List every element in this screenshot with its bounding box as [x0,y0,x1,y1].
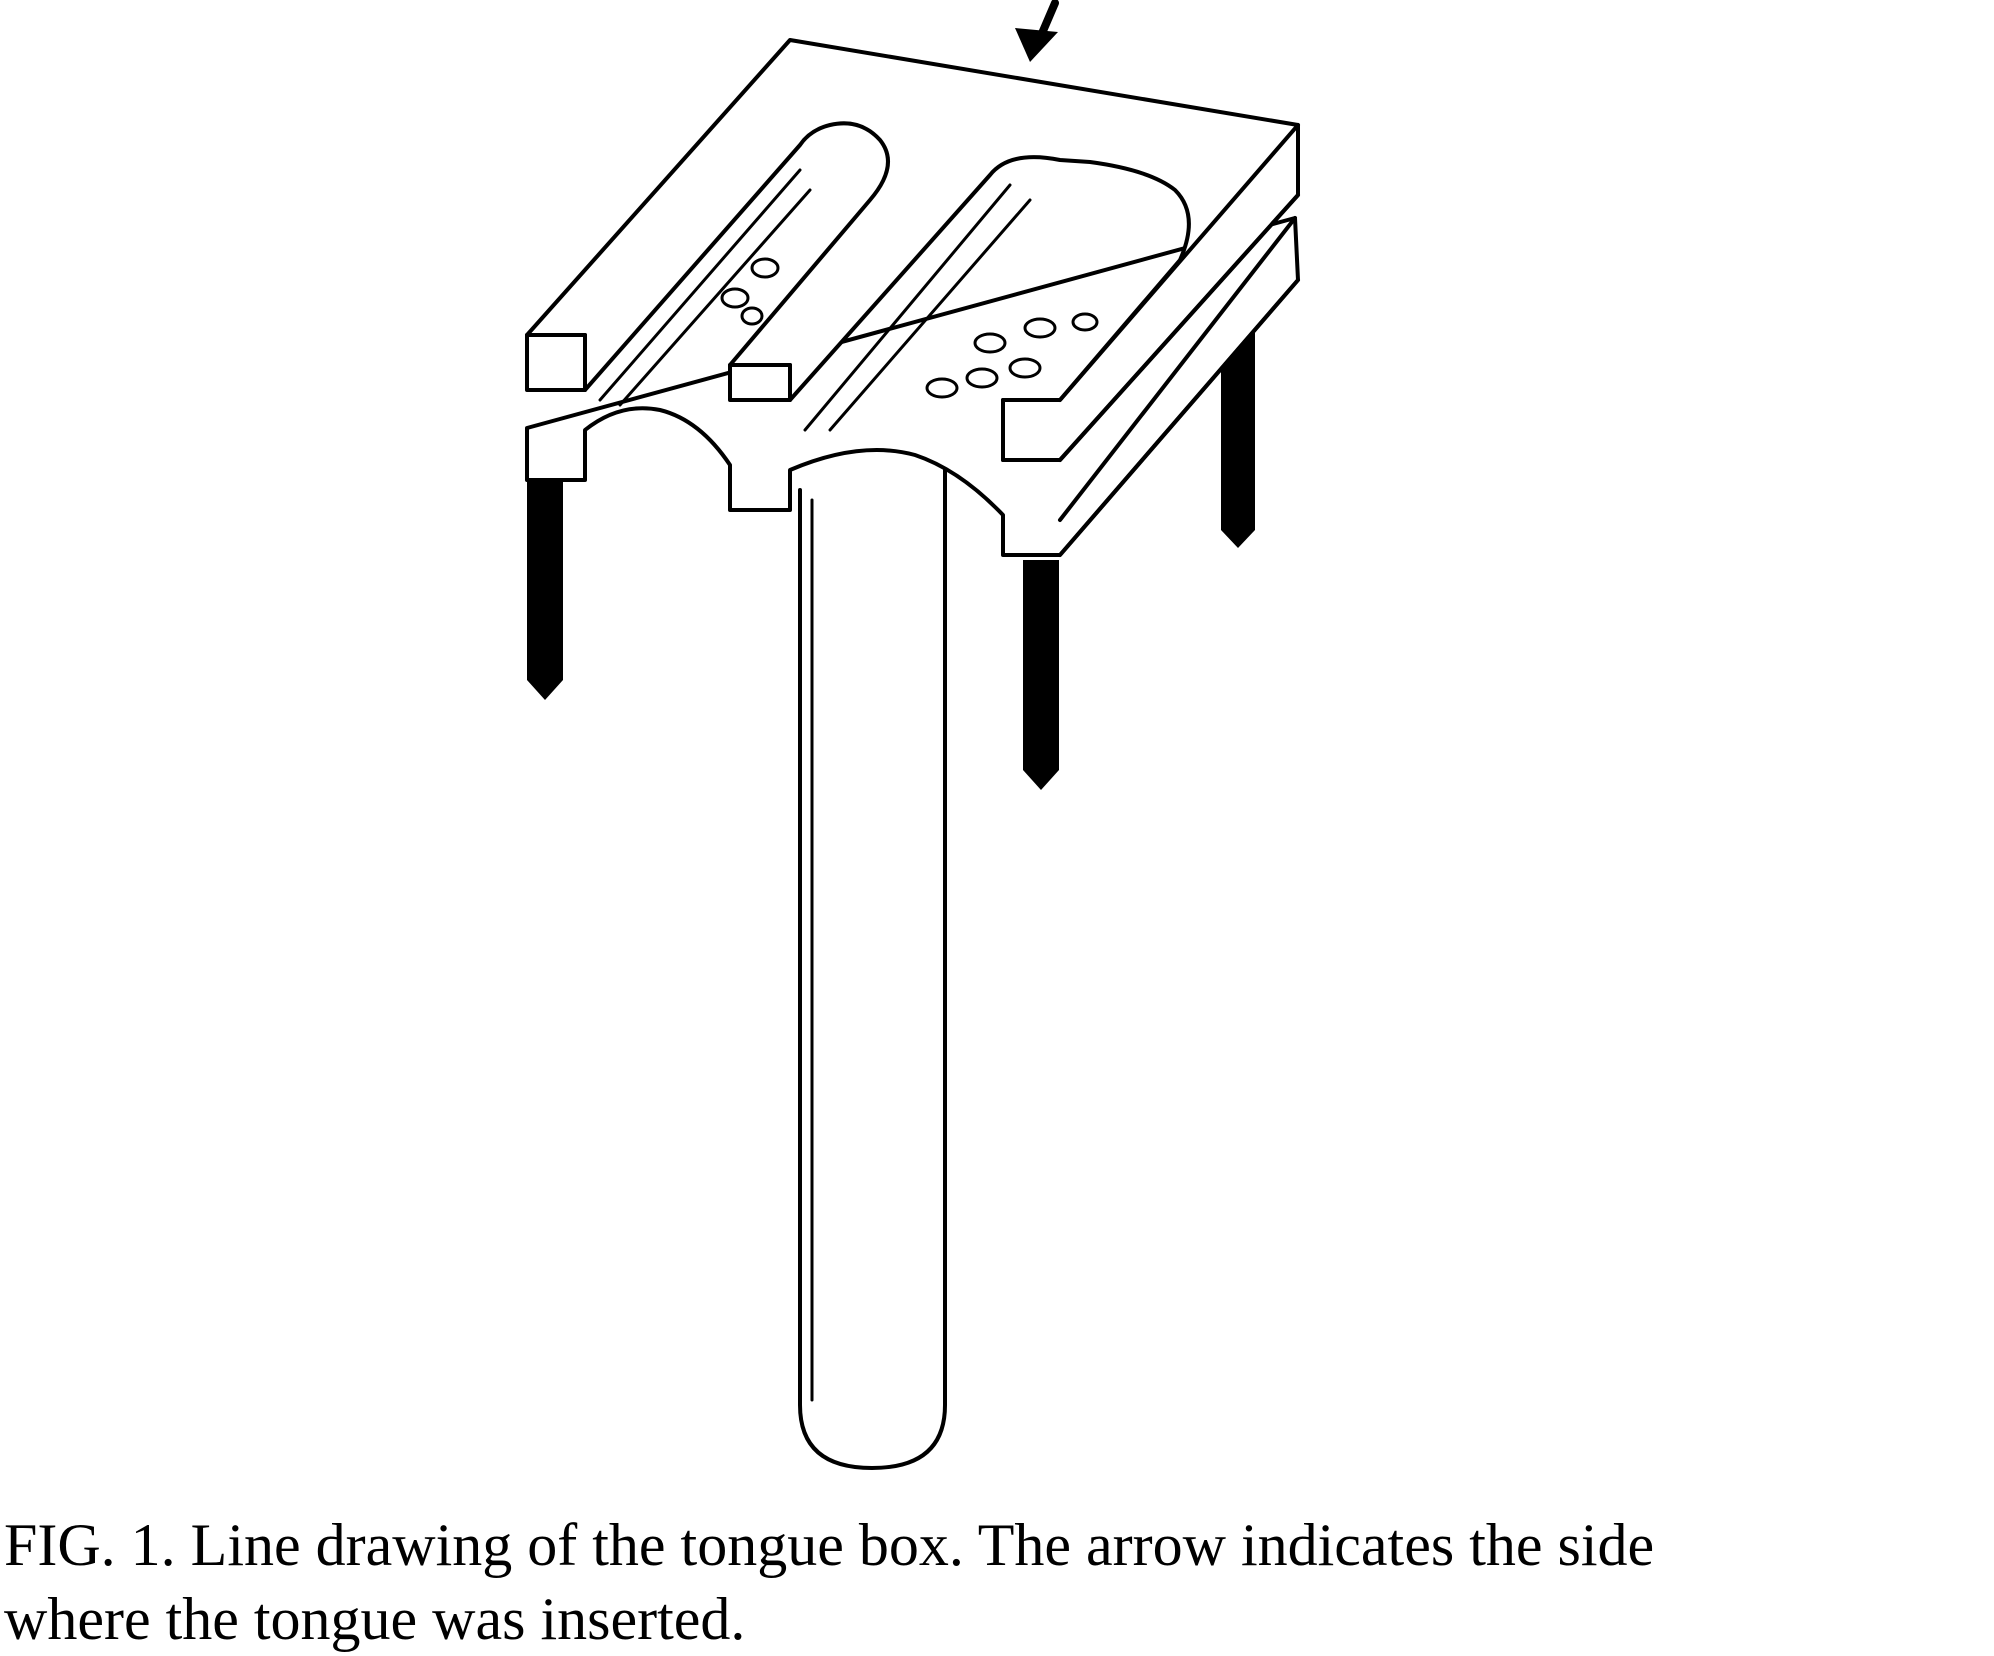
screw-center [1023,560,1059,790]
lower-plate [525,216,1300,557]
support-rod [798,468,947,1470]
caption-line-2: where the tongue was inserted. [4,1586,746,1652]
figure-caption: FIG. 1. Line drawing of the tongue box. … [4,1508,1992,1656]
screw-left [527,470,563,700]
caption-line-1: FIG. 1. Line drawing of the tongue box. … [4,1512,1655,1578]
upper-plate [525,38,1300,462]
holes [720,257,1099,399]
insertion-arrow [1015,0,1059,62]
